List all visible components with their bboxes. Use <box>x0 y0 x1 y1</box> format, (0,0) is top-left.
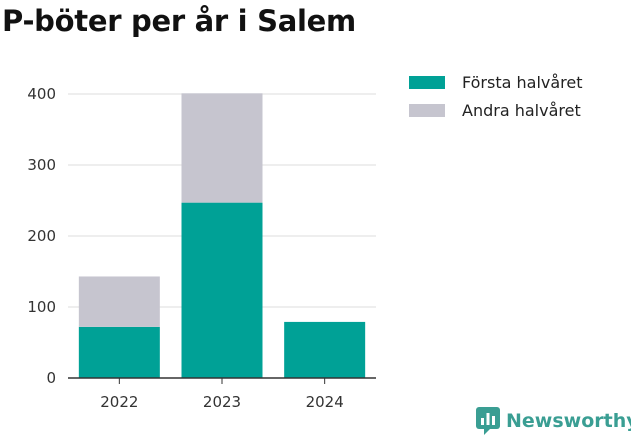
x-axis-labels: 2022 2023 2024 <box>100 378 344 411</box>
bar-2022-series-0 <box>78 326 160 378</box>
y-tick-label-300: 300 <box>27 156 56 174</box>
bar-2022-series-1 <box>78 276 160 327</box>
legend-item-second-half: Andra halvåret <box>409 96 583 124</box>
newsworthy-logo-icon <box>476 407 500 435</box>
legend-label-second-half: Andra halvåret <box>462 100 581 120</box>
y-axis-labels: 0 100 200 300 400 <box>27 85 56 387</box>
brand-name: Newsworthy <box>506 410 631 432</box>
legend: Första halvåret Andra halvåret <box>409 68 583 124</box>
bar-2023-series-0 <box>181 202 263 378</box>
y-tick-label-0: 0 <box>46 369 56 387</box>
bar-2024-series-0 <box>284 321 366 378</box>
x-tick-label-2023: 2023 <box>203 393 241 411</box>
x-tick-label-2022: 2022 <box>100 393 138 411</box>
y-tick-label-200: 200 <box>27 227 56 245</box>
legend-item-first-half: Första halvåret <box>409 68 583 96</box>
brand-logo[interactable]: Newsworthy <box>476 407 631 435</box>
x-tick-label-2024: 2024 <box>306 393 344 411</box>
legend-swatch-second-half <box>409 103 445 117</box>
bars <box>78 93 366 378</box>
legend-swatch-first-half <box>409 75 445 89</box>
bar-2023-series-1 <box>181 93 263 203</box>
legend-label-first-half: Första halvåret <box>462 72 583 92</box>
chart-title: P-böter per år i Salem <box>2 4 356 38</box>
y-tick-label-400: 400 <box>27 85 56 103</box>
y-tick-label-100: 100 <box>27 298 56 316</box>
